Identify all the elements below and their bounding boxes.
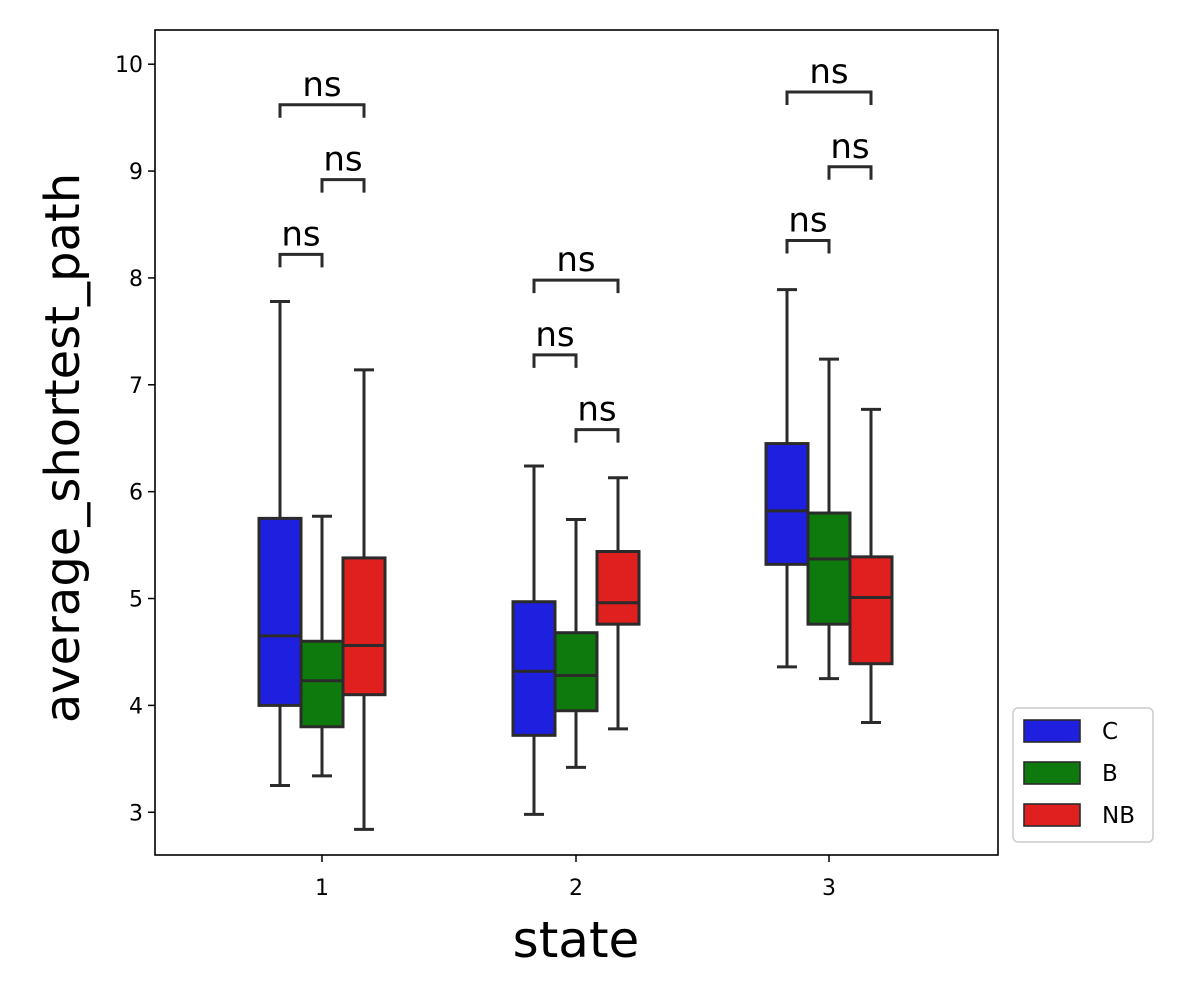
significance-label: ns bbox=[556, 240, 595, 280]
box-NB-state-3 bbox=[848, 407, 894, 724]
significance-label: ns bbox=[830, 127, 869, 167]
significance-bracket: ns bbox=[574, 390, 620, 443]
legend-swatch-B bbox=[1023, 761, 1081, 785]
bracket-line bbox=[320, 178, 366, 193]
y-tick-label: 4 bbox=[129, 694, 143, 719]
iqr-box bbox=[341, 556, 387, 697]
y-tick-label: 10 bbox=[115, 53, 143, 78]
y-tick-label: 6 bbox=[129, 481, 143, 506]
bracket-line bbox=[574, 428, 620, 443]
bracket-line bbox=[827, 165, 873, 180]
legend-swatch-C bbox=[1023, 719, 1081, 743]
y-tick-label: 9 bbox=[129, 160, 143, 185]
box-B-state-1 bbox=[299, 514, 345, 778]
iqr-box bbox=[764, 442, 810, 566]
significance-bracket: ns bbox=[532, 240, 620, 294]
y-axis-label: average_shortest_path bbox=[35, 173, 91, 723]
significance-bracket: ns bbox=[785, 201, 831, 254]
x-axis-label: state bbox=[513, 911, 640, 969]
box-C-state-2 bbox=[511, 464, 557, 816]
box-C-state-1 bbox=[257, 299, 303, 788]
significance-label: ns bbox=[809, 52, 848, 92]
iqr-box bbox=[299, 639, 345, 729]
significance-bracket: ns bbox=[278, 214, 324, 268]
iqr-box bbox=[553, 631, 599, 713]
bracket-line bbox=[278, 103, 366, 118]
legend-label-C: C bbox=[1102, 719, 1118, 745]
bracket-line bbox=[785, 90, 873, 105]
legend: CB NB bbox=[1012, 707, 1154, 843]
box-NB-state-2 bbox=[595, 476, 641, 731]
box-C-state-3 bbox=[764, 288, 810, 669]
iqr-box bbox=[806, 511, 852, 626]
bracket-line bbox=[532, 353, 578, 368]
iqr-box bbox=[257, 516, 303, 707]
y-axis: 3 4 5 6 7 8 9 10 bbox=[115, 53, 155, 826]
significance-bracket: ns bbox=[532, 315, 578, 368]
bracket-line bbox=[785, 239, 831, 254]
iqr-box bbox=[848, 555, 894, 666]
significance-bracket: ns bbox=[278, 65, 366, 118]
iqr-box bbox=[595, 550, 641, 626]
significance-label: ns bbox=[302, 65, 341, 105]
box-NB-state-1 bbox=[341, 368, 387, 831]
x-tick-label: 2 bbox=[569, 876, 583, 901]
x-tick-label: 1 bbox=[315, 876, 329, 901]
y-tick-label: 8 bbox=[129, 267, 143, 292]
significance-label: ns bbox=[788, 201, 827, 241]
significance-label: ns bbox=[323, 140, 362, 180]
x-axis: 1 2 3 bbox=[315, 855, 836, 901]
y-tick-label: 5 bbox=[129, 588, 143, 613]
box-B-state-3 bbox=[806, 357, 852, 681]
significance-label: ns bbox=[577, 390, 616, 430]
marks-layer bbox=[257, 288, 894, 831]
x-tick-label: 3 bbox=[822, 876, 836, 901]
legend-label-NB: NB bbox=[1102, 803, 1135, 829]
bracket-line bbox=[532, 278, 620, 294]
significance-bracket: ns bbox=[827, 127, 873, 180]
y-tick-label: 7 bbox=[129, 374, 143, 399]
significance-bracket: ns bbox=[320, 140, 366, 193]
box-B-state-2 bbox=[553, 517, 599, 769]
significance-label: ns bbox=[281, 214, 320, 254]
iqr-box bbox=[511, 600, 557, 737]
legend-swatch-NB bbox=[1023, 803, 1081, 827]
significance-label: ns bbox=[535, 315, 574, 355]
bracket-line bbox=[278, 252, 324, 268]
legend-label-B: B bbox=[1102, 761, 1118, 787]
significance-bracket: ns bbox=[785, 52, 873, 105]
y-tick-label: 3 bbox=[129, 801, 143, 826]
